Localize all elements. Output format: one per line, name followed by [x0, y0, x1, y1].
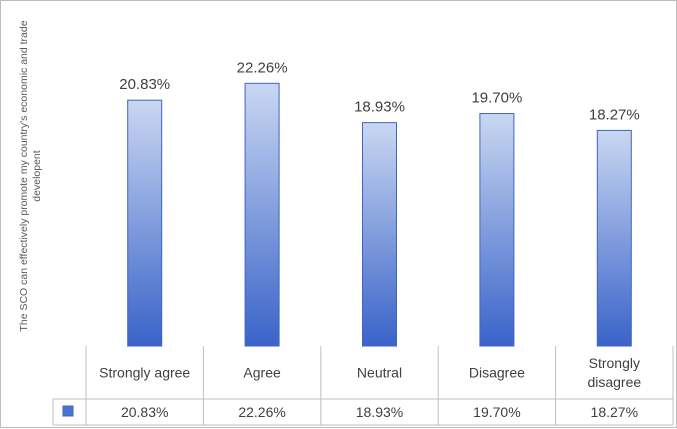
data-label: 18.93%	[354, 99, 405, 116]
data-label: 22.26%	[237, 59, 288, 76]
data-table-grid	[52, 346, 674, 426]
category-label: disagree	[587, 374, 641, 390]
table-value: 18.27%	[591, 404, 638, 420]
bar	[244, 82, 280, 347]
category-label: Strongly	[589, 355, 640, 371]
data-labels: 20.83% 22.26% 18.93% 19.70% 18.27%	[119, 59, 639, 123]
data-label: 20.83%	[119, 76, 170, 93]
bar	[362, 122, 397, 347]
y-axis-title: The SCO can effectively promote my count…	[18, 20, 43, 332]
category-label: Strongly agree	[99, 365, 190, 381]
table-value: 22.26%	[238, 404, 285, 420]
category-label: Disagree	[469, 365, 525, 381]
legend-key	[62, 405, 74, 417]
table-value: 19.70%	[473, 404, 520, 420]
bar	[479, 113, 515, 347]
bar	[596, 129, 632, 347]
y-axis-title-wrap: The SCO can effectively promote my count…	[1, 1, 61, 346]
category-label: Neutral	[357, 365, 402, 381]
table-value: 18.93%	[356, 404, 403, 420]
data-label: 18.27%	[589, 106, 640, 123]
data-table: Strongly agree 20.83% Agree 22.26% Neutral 18…	[62, 355, 641, 420]
table-value: 20.83%	[121, 404, 168, 420]
category-label: Agree	[243, 365, 281, 381]
bar-series	[127, 82, 632, 347]
bar	[127, 99, 163, 347]
data-label: 19.70%	[471, 90, 522, 107]
